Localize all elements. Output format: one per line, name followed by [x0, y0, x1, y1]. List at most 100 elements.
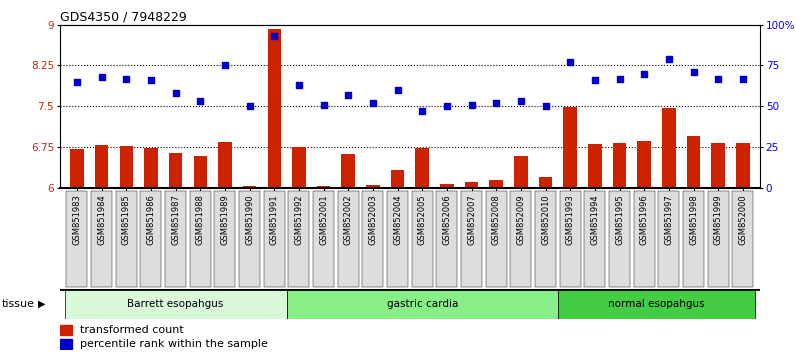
- Point: [712, 76, 724, 81]
- Bar: [95, 145, 108, 188]
- Point: [416, 108, 428, 114]
- Point: [71, 79, 84, 85]
- Point: [490, 100, 502, 106]
- Text: ▶: ▶: [38, 298, 45, 309]
- FancyBboxPatch shape: [338, 191, 359, 287]
- Text: GSM851985: GSM851985: [122, 194, 131, 245]
- Point: [367, 100, 380, 106]
- Bar: [465, 182, 478, 188]
- FancyBboxPatch shape: [64, 289, 287, 319]
- Bar: [490, 180, 503, 188]
- Point: [539, 103, 552, 109]
- Point: [440, 103, 453, 109]
- Point: [662, 56, 675, 62]
- FancyBboxPatch shape: [634, 191, 655, 287]
- Point: [268, 33, 281, 39]
- Bar: [366, 185, 380, 188]
- Text: GSM852005: GSM852005: [418, 194, 427, 245]
- Text: Barrett esopahgus: Barrett esopahgus: [127, 298, 224, 309]
- Point: [613, 76, 626, 81]
- Text: GSM851993: GSM851993: [566, 194, 575, 245]
- Text: GSM851996: GSM851996: [640, 194, 649, 245]
- FancyBboxPatch shape: [510, 191, 532, 287]
- Text: gastric cardia: gastric cardia: [387, 298, 458, 309]
- Text: GSM851994: GSM851994: [591, 194, 599, 245]
- FancyBboxPatch shape: [239, 191, 260, 287]
- Bar: [662, 108, 676, 188]
- FancyBboxPatch shape: [708, 191, 728, 287]
- Bar: [638, 141, 651, 188]
- Text: GSM851991: GSM851991: [270, 194, 279, 245]
- Text: GSM851995: GSM851995: [615, 194, 624, 245]
- FancyBboxPatch shape: [732, 191, 753, 287]
- FancyBboxPatch shape: [362, 191, 384, 287]
- Text: transformed count: transformed count: [80, 325, 183, 335]
- FancyBboxPatch shape: [92, 191, 112, 287]
- FancyBboxPatch shape: [609, 191, 630, 287]
- Point: [219, 63, 232, 68]
- Text: GSM851992: GSM851992: [295, 194, 303, 245]
- FancyBboxPatch shape: [263, 191, 285, 287]
- Bar: [687, 136, 700, 188]
- Text: GSM851997: GSM851997: [665, 194, 673, 245]
- Bar: [193, 156, 207, 188]
- Bar: [119, 146, 133, 188]
- Bar: [70, 149, 84, 188]
- Bar: [391, 170, 404, 188]
- FancyBboxPatch shape: [67, 191, 88, 287]
- Text: GSM851984: GSM851984: [97, 194, 106, 245]
- Bar: [292, 147, 306, 188]
- Bar: [514, 156, 528, 188]
- Point: [564, 59, 576, 65]
- Point: [342, 92, 355, 98]
- FancyBboxPatch shape: [189, 191, 211, 287]
- Point: [638, 71, 650, 76]
- Bar: [539, 177, 552, 188]
- FancyBboxPatch shape: [560, 191, 581, 287]
- Bar: [736, 143, 750, 188]
- FancyBboxPatch shape: [558, 289, 755, 319]
- Text: GSM851983: GSM851983: [72, 194, 81, 245]
- FancyBboxPatch shape: [214, 191, 236, 287]
- Bar: [564, 107, 577, 188]
- Point: [96, 74, 108, 80]
- Text: GSM852007: GSM852007: [467, 194, 476, 245]
- Text: GSM852010: GSM852010: [541, 194, 550, 245]
- Point: [465, 102, 478, 107]
- Bar: [267, 29, 281, 188]
- Text: GSM851999: GSM851999: [714, 194, 723, 245]
- FancyBboxPatch shape: [140, 191, 162, 287]
- Point: [293, 82, 306, 88]
- Text: GSM852009: GSM852009: [517, 194, 525, 245]
- Bar: [317, 186, 330, 188]
- Text: normal esopahgus: normal esopahgus: [608, 298, 705, 309]
- Text: GSM852006: GSM852006: [443, 194, 451, 245]
- Bar: [416, 148, 429, 188]
- Bar: [218, 142, 232, 188]
- FancyBboxPatch shape: [288, 191, 310, 287]
- Text: GSM851990: GSM851990: [245, 194, 254, 245]
- Bar: [588, 144, 602, 188]
- Point: [392, 87, 404, 93]
- Bar: [144, 148, 158, 188]
- Point: [736, 76, 749, 81]
- FancyBboxPatch shape: [658, 191, 680, 287]
- Text: GSM851987: GSM851987: [171, 194, 180, 245]
- FancyBboxPatch shape: [584, 191, 606, 287]
- Bar: [169, 153, 182, 188]
- Bar: [243, 186, 256, 188]
- Bar: [60, 339, 72, 349]
- Point: [514, 98, 527, 104]
- FancyBboxPatch shape: [165, 191, 186, 287]
- FancyBboxPatch shape: [436, 191, 458, 287]
- Text: percentile rank within the sample: percentile rank within the sample: [80, 339, 267, 349]
- FancyBboxPatch shape: [387, 191, 408, 287]
- FancyBboxPatch shape: [486, 191, 507, 287]
- FancyBboxPatch shape: [115, 191, 137, 287]
- Point: [120, 76, 133, 81]
- Bar: [712, 143, 725, 188]
- Point: [318, 102, 330, 107]
- Point: [687, 69, 700, 75]
- Point: [588, 77, 601, 83]
- Text: GDS4350 / 7948229: GDS4350 / 7948229: [60, 11, 186, 24]
